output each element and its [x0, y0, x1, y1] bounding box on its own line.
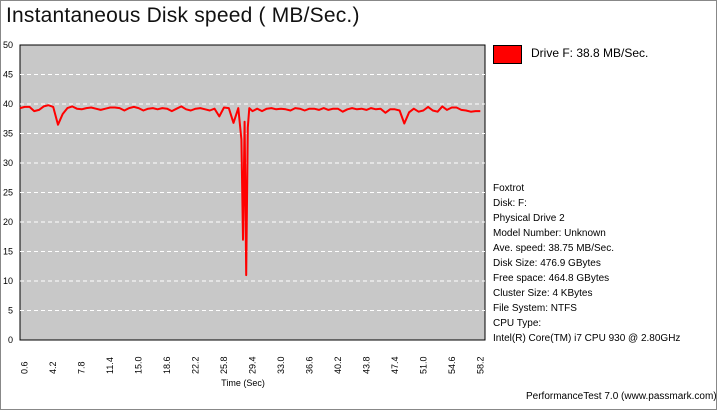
info-line-cpu-type-value: Intel(R) Core(TM) i7 CPU 930 @ 2.80GHz	[493, 333, 681, 344]
series-group	[19, 104, 481, 277]
y-tick-label: 50	[3, 40, 13, 50]
series-line-0	[19, 104, 481, 277]
x-tick-label: 33.0	[276, 356, 286, 374]
gridlines	[20, 74, 485, 311]
info-line-disk: Disk: F:	[493, 198, 527, 209]
y-tick-label: 0	[8, 335, 13, 345]
info-line-model-number: Model Number: Unknown	[493, 228, 606, 239]
info-line-disk-size: Disk Size: 476.9 GBytes	[493, 258, 601, 269]
y-tick-label: 25	[3, 188, 13, 198]
x-tick-label: 54.6	[447, 356, 457, 374]
legend-label: Drive F: 38.8 MB/Sec.	[531, 46, 649, 60]
x-tick-label: 0.6	[20, 361, 30, 374]
disk-info-panel: Foxtrot Disk: F: Physical Drive 2 Model …	[493, 181, 680, 346]
y-axis-ticks: 0 5 10 15 20 25 30 35 40 45 50	[3, 40, 13, 345]
x-tick-label: 43.8	[361, 356, 371, 374]
info-line-average-speed: Ave. speed: 38.75 MB/Sec.	[493, 243, 615, 254]
x-tick-label: 47.4	[390, 356, 400, 374]
y-tick-label: 40	[3, 99, 13, 109]
y-tick-label: 10	[3, 276, 13, 286]
info-line-name: Foxtrot	[493, 183, 525, 194]
info-line-file-system: File System: NTFS	[493, 303, 577, 314]
x-tick-label: 51.0	[418, 356, 428, 374]
x-tick-label: 29.4	[248, 356, 258, 374]
footer-credit: PerformanceTest 7.0 (www.passmark.com)	[526, 391, 717, 402]
x-tick-label: 7.8	[77, 361, 87, 374]
x-tick-label: 40.2	[333, 356, 343, 374]
info-line-cpu-type-label: CPU Type:	[493, 318, 542, 329]
x-axis-ticks: 0.6 4.2 7.8 11.4 15.0 18.6 22.2 25.8 29.4 33.0 36.…	[20, 356, 486, 374]
x-tick-label: 11.4	[105, 357, 115, 374]
x-tick-label: 58.2	[475, 356, 485, 374]
legend-swatch	[493, 45, 522, 64]
y-tick-label: 45	[3, 70, 13, 80]
x-tick-label: 22.2	[191, 356, 201, 374]
x-tick-label: 18.6	[162, 356, 172, 374]
info-line-free-space: Free space: 464.8 GBytes	[493, 273, 610, 284]
y-tick-label: 35	[3, 129, 13, 139]
x-axis-label: Time (Sec)	[221, 378, 265, 388]
chart-title: Instantaneous Disk speed ( MB/Sec.)	[6, 4, 360, 27]
info-line-physical-drive: Physical Drive 2	[493, 213, 565, 224]
y-tick-label: 20	[3, 217, 13, 227]
x-tick-label: 25.8	[219, 356, 229, 374]
info-line-cluster-size: Cluster Size: 4 KBytes	[493, 288, 593, 299]
y-tick-label: 5	[8, 306, 13, 316]
y-tick-label: 30	[3, 158, 13, 168]
y-tick-label: 15	[3, 247, 13, 257]
x-tick-label: 36.6	[304, 356, 314, 374]
x-tick-label: 4.2	[48, 361, 58, 374]
x-tick-label: 15.0	[134, 356, 144, 374]
